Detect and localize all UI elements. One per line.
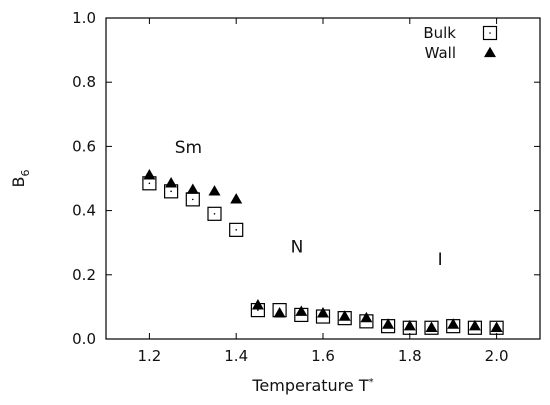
legend-wall-marker xyxy=(484,46,496,58)
wall-point xyxy=(490,321,503,332)
wall-point xyxy=(403,319,416,331)
wall-point xyxy=(382,318,395,329)
x-axis-label-text: Temperature xyxy=(251,376,353,395)
y-axis-label-subscript: 6 xyxy=(19,170,32,177)
bulk-point-center xyxy=(192,198,194,201)
legend-label: Wall xyxy=(425,44,456,62)
y-tick-label: 0.8 xyxy=(72,73,96,91)
bulk-point xyxy=(207,206,222,221)
wall-point xyxy=(143,169,156,180)
wall-point xyxy=(273,307,286,318)
wall-point xyxy=(317,307,329,318)
bulk-point-center xyxy=(257,309,259,311)
phase-annotations: Sm N I xyxy=(175,138,443,270)
x-tick-label: 1.6 xyxy=(311,347,335,365)
phase-label: N xyxy=(291,237,304,257)
x-tick-label: 1.4 xyxy=(224,347,248,365)
wall-point xyxy=(338,310,351,321)
wall-point xyxy=(425,321,438,332)
x-axis-label: Temperature T* xyxy=(251,376,373,395)
x-axis-label-superscript: * xyxy=(369,377,374,388)
bulk-point xyxy=(229,222,244,237)
bulk-point-center xyxy=(235,229,237,231)
x-axis-label-symbol: T xyxy=(358,376,369,395)
y-tick-label: 0.2 xyxy=(72,266,96,284)
series-wall xyxy=(143,169,503,332)
legend-bulk-marker xyxy=(482,25,498,41)
bulk-point-center xyxy=(213,213,216,215)
wall-point xyxy=(360,311,373,323)
y-tick-label: 1.0 xyxy=(72,9,96,27)
phase-label: Sm xyxy=(175,138,202,158)
bulk-point-center xyxy=(148,182,151,185)
legend-label: Bulk xyxy=(423,24,456,42)
legend: Bulk Wall xyxy=(423,24,498,62)
x-tick-label: 1.2 xyxy=(137,347,161,365)
wall-point xyxy=(251,299,264,310)
y-axis: 0.0 0.2 0.4 0.6 0.8 1.0 xyxy=(72,9,540,348)
wall-point xyxy=(468,319,481,331)
y-axis-label-text: B xyxy=(9,177,28,188)
wall-point xyxy=(186,183,199,194)
data-points xyxy=(142,169,504,335)
wall-point xyxy=(447,318,460,329)
y-tick-label: 0.6 xyxy=(72,137,96,155)
legend-bulk-marker-center xyxy=(489,32,491,34)
wall-point xyxy=(208,185,221,196)
x-tick-label: 2.0 xyxy=(485,347,509,365)
x-axis: 1.2 1.4 1.6 1.8 2.0 xyxy=(137,18,509,365)
wall-point xyxy=(165,177,178,188)
y-tick-label: 0.0 xyxy=(72,330,96,348)
phase-label: I xyxy=(438,250,443,270)
bulk-point xyxy=(489,320,504,335)
wall-point xyxy=(295,305,308,316)
x-tick-label: 1.8 xyxy=(398,347,422,365)
wall-point xyxy=(230,193,243,204)
bulk-point-center xyxy=(170,190,172,193)
y-tick-label: 0.4 xyxy=(72,202,96,220)
y-axis-label: B6 xyxy=(9,170,32,188)
bulk-point xyxy=(424,320,439,335)
